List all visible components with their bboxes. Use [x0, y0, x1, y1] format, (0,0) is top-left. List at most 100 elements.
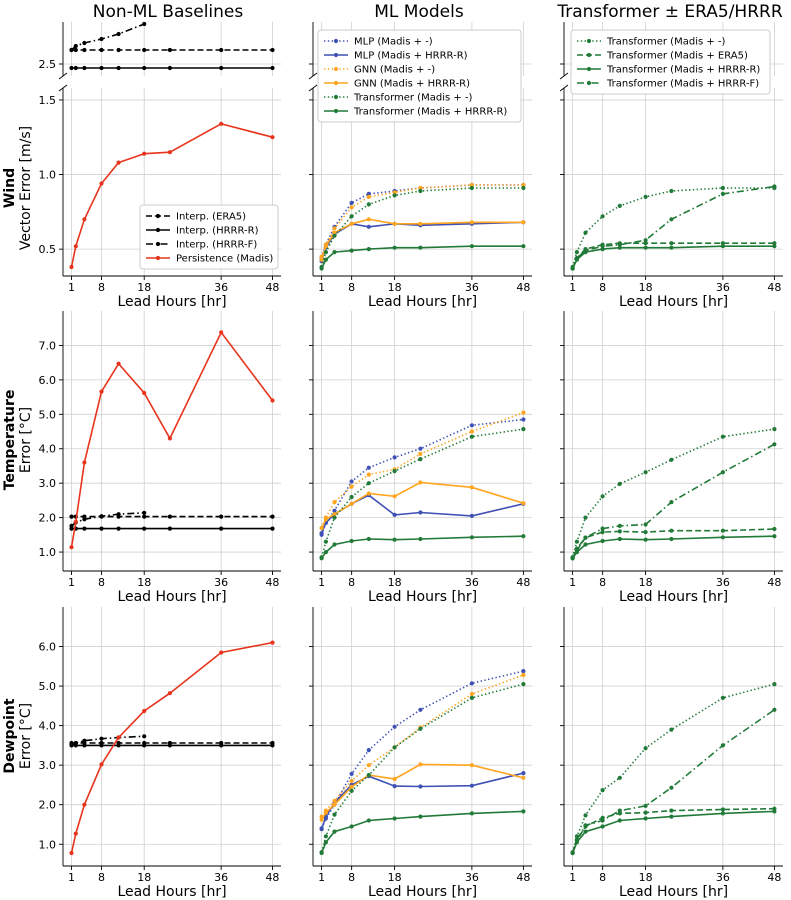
data-point	[73, 740, 78, 746]
data-point	[418, 451, 423, 456]
axis-break-mark	[58, 84, 68, 92]
data-point	[99, 743, 104, 748]
data-point	[167, 743, 172, 748]
data-point	[720, 434, 726, 439]
series-transformer-madis-era5	[570, 526, 777, 561]
data-point	[772, 427, 777, 432]
legend-entry: Interp. (ERA5)	[176, 212, 246, 223]
data-point	[366, 465, 371, 470]
data-point	[669, 241, 674, 246]
data-point	[319, 827, 324, 832]
data-point	[319, 817, 324, 822]
legend-marker	[586, 66, 592, 72]
x-tick-label: 48	[767, 281, 781, 294]
data-point	[366, 818, 371, 823]
legend-entry: Transformer (Madis + -)	[353, 93, 473, 104]
data-point	[720, 470, 726, 475]
data-point	[583, 829, 588, 834]
x-tick-label: 8	[348, 576, 355, 589]
data-point	[349, 501, 354, 506]
y-tick-label: 6.0	[39, 374, 57, 387]
data-point	[469, 811, 474, 816]
data-point	[116, 160, 121, 165]
data-point	[69, 47, 74, 53]
data-point	[142, 743, 147, 748]
data-point	[332, 812, 337, 817]
column-title-non-ml: Non-ML Baselines	[93, 2, 244, 22]
data-point	[392, 193, 397, 198]
series-transformer-madis-hrrr-r	[319, 244, 526, 271]
y-tick-label: 1.0	[39, 169, 57, 182]
data-point	[469, 423, 474, 428]
legend-marker	[155, 227, 161, 233]
data-point	[600, 824, 605, 829]
data-point	[366, 748, 371, 753]
data-point	[600, 538, 605, 544]
data-point	[772, 184, 777, 189]
data-point	[319, 850, 324, 856]
data-point	[142, 510, 147, 515]
data-point	[99, 181, 104, 186]
data-point	[99, 514, 104, 519]
data-point	[116, 526, 121, 531]
data-point	[99, 389, 104, 394]
data-point	[219, 330, 224, 335]
y-tick-label: 4.0	[39, 720, 57, 733]
series-gnn-madis-hrrr-r	[319, 480, 526, 531]
data-point	[73, 519, 78, 524]
legend-frame	[317, 29, 522, 123]
legend-entry: MLP (Madis + -)	[354, 37, 433, 48]
legend-ml-models: MLP (Madis + -) MLP (Madis + HRRR-R) GNN (…	[317, 29, 522, 123]
data-point	[600, 530, 605, 535]
x-tick-label: 36	[716, 281, 730, 294]
x-tick-label: 48	[265, 281, 279, 294]
y-tick-label: 5.0	[39, 680, 57, 693]
data-point	[323, 539, 328, 544]
data-point	[469, 681, 474, 686]
data-point	[469, 244, 474, 249]
data-point	[167, 514, 172, 519]
data-point	[521, 809, 526, 814]
x-tick-label: 48	[767, 871, 781, 884]
legend-marker	[333, 66, 339, 72]
x-tick-label: 36	[465, 281, 479, 294]
data-point	[332, 515, 337, 520]
legend-entry: GNN (Madis + -)	[354, 65, 435, 76]
data-point	[720, 241, 726, 246]
data-point	[219, 743, 224, 748]
legend-entry: Interp. (HRRR-R)	[176, 226, 259, 237]
data-point	[418, 814, 423, 819]
data-point	[142, 526, 147, 531]
y-tick-label: 2.0	[39, 799, 57, 812]
data-point	[772, 682, 777, 687]
legend-entry: GNN (Madis + HRRR-R)	[354, 79, 470, 90]
data-point	[116, 47, 121, 53]
data-point	[521, 182, 526, 188]
series-transformer-madis	[319, 682, 526, 855]
data-point	[366, 481, 371, 486]
data-point	[600, 788, 605, 793]
data-point	[323, 244, 328, 249]
legend-marker	[586, 80, 592, 86]
series-persistence-madis	[69, 121, 275, 270]
data-point	[574, 250, 580, 255]
data-point	[469, 763, 474, 768]
x-tick-label: 18	[639, 871, 653, 884]
legend-non-ml: Interp. (ERA5) Interp. (HRRR-R) Interp. (H…	[139, 204, 279, 270]
data-point	[418, 726, 423, 731]
data-point	[366, 536, 371, 542]
x-tick-label: 1	[569, 871, 576, 884]
data-point	[270, 47, 275, 53]
data-point	[332, 250, 337, 255]
data-point	[720, 185, 726, 191]
row-ylabel-wind: Vector Error [m/s]	[18, 126, 34, 250]
data-point	[319, 266, 324, 271]
series-interp-hrrr-r	[69, 65, 275, 71]
legend-frame	[570, 29, 771, 95]
data-point	[617, 242, 622, 247]
data-point	[772, 707, 777, 712]
data-point	[720, 244, 726, 249]
